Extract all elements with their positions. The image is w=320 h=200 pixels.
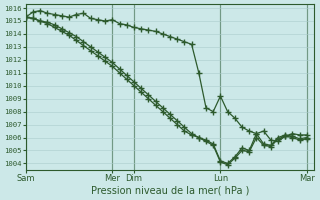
X-axis label: Pression niveau de la mer( hPa ): Pression niveau de la mer( hPa ) (91, 186, 249, 196)
